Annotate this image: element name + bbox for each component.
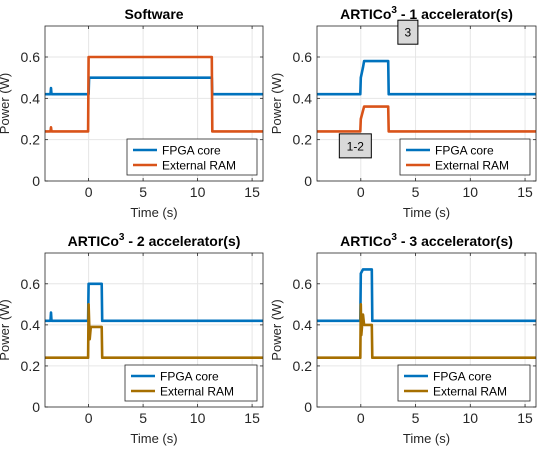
y-tick-label: 0.6 xyxy=(293,276,313,292)
x-tick-label: 10 xyxy=(190,410,206,426)
chart-title-main: Software xyxy=(124,6,183,22)
y-tick-label: 0.6 xyxy=(293,49,313,65)
y-tick-label: 0 xyxy=(304,173,312,189)
series-line-external-ram xyxy=(45,302,263,360)
x-tick-label: 10 xyxy=(190,184,206,200)
x-tick-label: 0 xyxy=(85,410,93,426)
chart-title-superscript: 3 xyxy=(391,5,397,16)
legend-label: External RAM xyxy=(160,385,234,399)
y-tick-label: 0.2 xyxy=(293,132,313,148)
legend-box xyxy=(399,138,531,176)
chart-title: ARTICo3 - 2 accelerator(s) xyxy=(68,232,241,249)
x-tick-label: 0 xyxy=(357,184,365,200)
annotation: 3 xyxy=(397,19,419,45)
y-tick-label: 0.4 xyxy=(21,90,41,106)
annotation-label: 3 xyxy=(405,26,412,40)
series-line-external-ram xyxy=(317,105,536,133)
legend-label: FPGA core xyxy=(160,370,219,384)
x-tick-label: 0 xyxy=(357,410,365,426)
series-line-fpga-core xyxy=(317,59,536,96)
chart-panel-4: 0 5 10 15 0 0.2 0.4 0.6 Time (s) Power (W) ARTICo3… xyxy=(269,232,537,446)
y-axis-label: Power (W) xyxy=(269,299,284,360)
x-tick-label: 15 xyxy=(517,410,533,426)
x-tick-label: 10 xyxy=(463,410,479,426)
x-tick-label: 15 xyxy=(244,410,260,426)
legend-box xyxy=(397,364,531,402)
x-tick-label: 5 xyxy=(139,184,147,200)
y-tick-label: 0 xyxy=(32,173,40,189)
x-tick-label: 10 xyxy=(463,184,479,200)
y-tick-label: 0 xyxy=(32,399,40,415)
chart-panel-3: 0 5 10 15 0 0.2 0.4 0.6 Time (s) Power (W) ARTICo3… xyxy=(0,232,264,446)
axes-box xyxy=(316,252,537,408)
y-tick-label: 0.4 xyxy=(21,317,41,333)
annotation: 1-2 xyxy=(338,133,372,159)
annotation-box xyxy=(338,133,372,159)
axes-box xyxy=(316,25,537,182)
legend-label: External RAM xyxy=(162,159,236,173)
y-tick-label: 0.2 xyxy=(293,358,313,374)
y-axis-label: Power (W) xyxy=(269,73,284,134)
y-axis-label: Power (W) xyxy=(0,73,12,134)
x-tick-label: 5 xyxy=(139,410,147,426)
chart-title: ARTICo3 - 3 accelerator(s) xyxy=(340,232,513,249)
legend-label: FPGA core xyxy=(435,144,494,158)
legend-box xyxy=(124,364,258,402)
series-line-external-ram xyxy=(45,55,263,133)
legend-label: External RAM xyxy=(433,385,507,399)
chart-title-superscript: 3 xyxy=(391,232,397,243)
legend-box xyxy=(126,138,258,176)
chart-title-main: ARTICo xyxy=(68,233,119,249)
y-tick-label: 0.6 xyxy=(21,276,41,292)
y-tick-label: 0.6 xyxy=(21,49,41,65)
y-tick-label: 0.2 xyxy=(21,132,41,148)
x-tick-label: 5 xyxy=(412,410,420,426)
y-tick-label: 0.2 xyxy=(21,358,41,374)
x-axis-label: Time (s) xyxy=(403,431,450,446)
x-axis-label: Time (s) xyxy=(130,431,177,446)
series-line-external-ram xyxy=(317,302,536,360)
legend-label: FPGA core xyxy=(162,144,221,158)
axes-box xyxy=(44,25,264,182)
x-tick-label: 15 xyxy=(244,184,260,200)
x-axis-label: Time (s) xyxy=(130,205,177,220)
legend-label: External RAM xyxy=(435,159,509,173)
x-tick-label: 0 xyxy=(85,184,93,200)
chart-title: ARTICo3 - 1 accelerator(s) xyxy=(340,5,513,22)
axes-box xyxy=(44,252,264,408)
y-tick-label: 0.4 xyxy=(293,90,313,106)
y-axis-label: Power (W) xyxy=(0,299,12,360)
chart-title-suffix: - 2 accelerator(s) xyxy=(124,233,240,249)
legend-label: FPGA core xyxy=(433,370,492,384)
annotation-label: 1-2 xyxy=(347,139,365,153)
x-tick-label: 5 xyxy=(412,184,420,200)
chart-panel-1: 0 5 10 15 0 0.2 0.4 0.6 Time (s) Power (W) Softwar… xyxy=(0,6,264,220)
chart-title-main: ARTICo xyxy=(340,233,391,249)
chart-title-main: ARTICo xyxy=(340,6,391,22)
chart-title-superscript: 3 xyxy=(119,232,125,243)
chart-title-suffix: - 1 accelerator(s) xyxy=(397,6,513,22)
x-axis-label: Time (s) xyxy=(403,205,450,220)
y-tick-label: 0.4 xyxy=(293,317,313,333)
y-tick-label: 0 xyxy=(304,399,312,415)
annotation-box xyxy=(397,19,419,45)
x-tick-label: 15 xyxy=(517,184,533,200)
chart-title-suffix: - 3 accelerator(s) xyxy=(397,233,513,249)
chart-title: Software xyxy=(124,6,183,22)
